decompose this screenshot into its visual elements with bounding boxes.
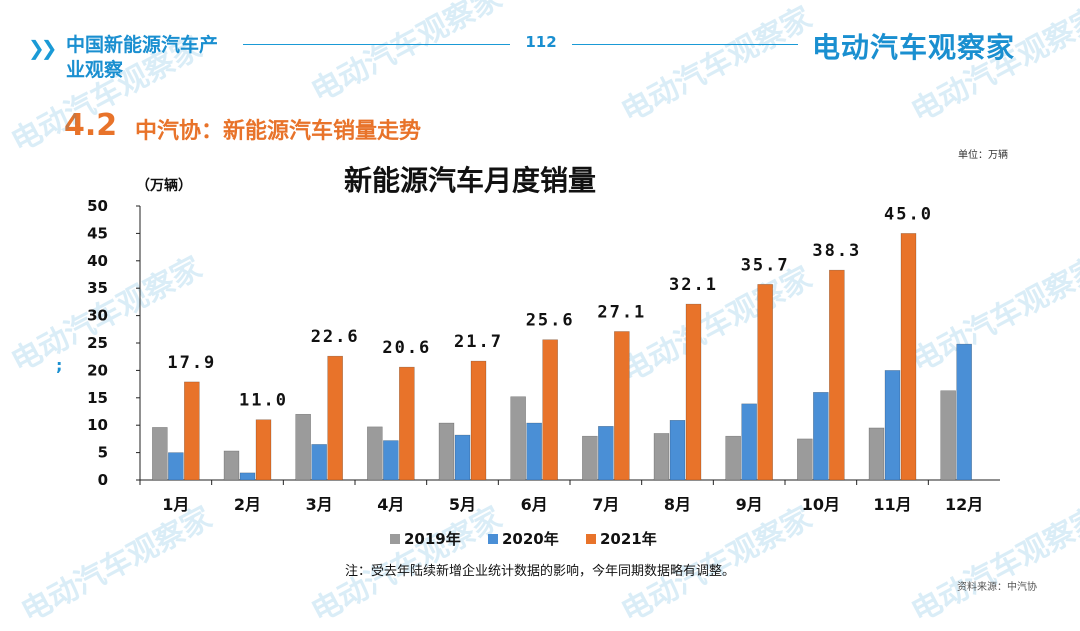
legend-swatch-2019年	[390, 534, 400, 544]
y-tick-label: 35	[87, 279, 108, 297]
data-label: 21.7	[454, 332, 503, 352]
bar-2019年-10月	[797, 438, 813, 481]
x-tick-label: 3月	[306, 495, 333, 514]
x-tick-label: 12月	[945, 495, 983, 514]
bar-2020年-4月	[383, 440, 399, 481]
legend-swatch-2020年	[488, 534, 498, 544]
legend-label: 2021年	[600, 530, 657, 548]
bar-2020年-5月	[454, 434, 471, 481]
bar-2021年-2月	[255, 419, 272, 481]
bar-2019年-2月	[223, 450, 240, 481]
section-title: 中汽协：新能源汽车销量走势	[135, 119, 422, 144]
data-label: 45.0	[884, 204, 933, 224]
header-divider-right	[572, 44, 798, 45]
double-chevron-icon: ❯❯	[28, 36, 57, 60]
data-label: 22.6	[311, 327, 360, 347]
bar-2021年-4月	[399, 366, 415, 481]
data-label: 38.3	[812, 241, 861, 261]
legend-label: 2020年	[502, 530, 559, 548]
bar-2019年-1月	[152, 427, 168, 481]
y-tick-label: 45	[87, 224, 108, 242]
y-tick-label: 0	[98, 471, 108, 489]
x-tick-label: 10月	[802, 495, 840, 514]
bar-2020年-1月	[168, 452, 184, 481]
x-tick-label: 9月	[736, 495, 763, 514]
y-tick-label: 20	[87, 361, 108, 379]
legend-label: 2019年	[404, 530, 461, 548]
section-number: 4.2	[64, 108, 118, 143]
page-number: 112	[525, 33, 557, 51]
footnote: 注：受去年陆续新增企业统计数据的影响，今年同期数据略有调整。	[344, 564, 735, 579]
bar-2021年-1月	[184, 381, 200, 481]
x-tick-label: 4月	[377, 495, 404, 514]
bar-2021年-9月	[757, 284, 773, 481]
bar-2019年-11月	[868, 427, 885, 481]
bar-2019年-6月	[510, 396, 526, 481]
bar-2020年-9月	[741, 403, 757, 481]
bar-2021年-3月	[327, 355, 343, 481]
chart-title: 新能源汽车月度销量	[344, 164, 596, 197]
x-tick-label: 7月	[592, 495, 619, 514]
bar-2020年-3月	[311, 444, 327, 481]
bar-2021年-5月	[470, 360, 487, 481]
bar-2020年-12月	[956, 343, 972, 481]
data-label: 35.7	[741, 255, 790, 275]
data-label: 27.1	[597, 302, 646, 322]
bar-2019年-8月	[653, 433, 670, 481]
side-mark: ;	[56, 356, 63, 375]
bar-2020年-8月	[669, 420, 686, 481]
brand-left-title: 中国新能源汽车产业观察	[66, 34, 219, 81]
y-axis-label: （万辆）	[136, 177, 192, 194]
bar-2020年-10月	[813, 392, 829, 481]
bar-2021年-11月	[900, 233, 917, 481]
y-tick-label: 50	[87, 197, 108, 215]
bar-2021年-7月	[614, 331, 630, 481]
y-tick-label: 40	[87, 252, 108, 270]
bar-2020年-2月	[239, 472, 256, 481]
data-label: 25.6	[526, 311, 575, 331]
bar-2021年-6月	[542, 339, 558, 481]
source-note: 资料来源：中汽协	[957, 582, 1037, 593]
y-tick-label: 15	[87, 389, 108, 407]
y-tick-label: 30	[87, 307, 108, 325]
legend-swatch-2021年	[586, 534, 596, 544]
y-tick-label: 10	[87, 416, 108, 434]
brand-right-logo: 电动汽车观察家	[812, 31, 1016, 64]
bar-2019年-9月	[725, 435, 741, 481]
bar-2019年-12月	[940, 390, 956, 481]
unit-note: 单位：万辆	[958, 150, 1008, 161]
bar-2019年-7月	[582, 435, 598, 481]
data-label: 17.9	[167, 353, 216, 373]
x-tick-label: 11月	[873, 495, 911, 514]
bar-2020年-6月	[526, 422, 542, 481]
y-tick-label: 5	[98, 444, 108, 462]
data-label: 32.1	[669, 275, 718, 295]
data-label: 11.0	[239, 391, 288, 411]
sales-bar-chart: 新能源汽车月度销量 （万辆） 0 5 10 15 20 25 30 35 40 45 50 1月 2月 3…	[87, 164, 1000, 548]
header-divider-left	[243, 44, 510, 45]
header: ❯❯ 中国新能源汽车产业观察 112 电动汽车观察家	[0, 0, 1080, 90]
bar-2019年-3月	[295, 413, 311, 481]
bar-2019年-5月	[438, 422, 455, 481]
x-tick-label: 2月	[234, 495, 261, 514]
bar-2019年-4月	[367, 426, 383, 481]
bar-2020年-7月	[598, 426, 614, 481]
bar-2021年-8月	[685, 303, 702, 481]
y-tick-label: 25	[87, 334, 108, 352]
x-tick-label: 5月	[449, 495, 476, 514]
data-label: 20.6	[382, 338, 431, 358]
x-tick-label: 6月	[521, 495, 548, 514]
x-tick-label: 8月	[664, 495, 691, 514]
bar-2020年-11月	[884, 370, 901, 481]
x-tick-label: 1月	[162, 495, 189, 514]
bar-2021年-10月	[829, 269, 845, 481]
